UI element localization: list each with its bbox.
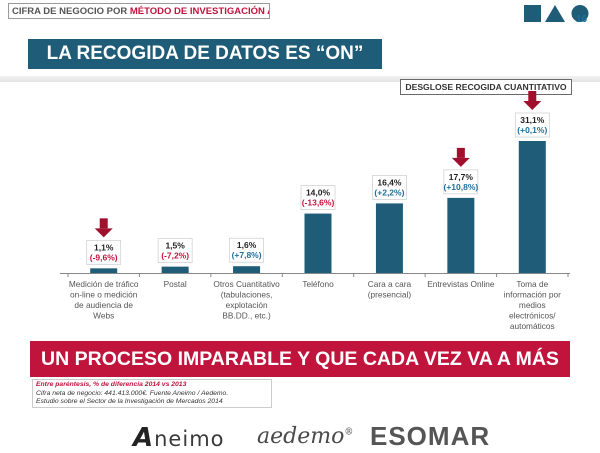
data-label: 16,4% — [377, 177, 402, 187]
category-label: Cara a cara (presencial) — [368, 279, 412, 300]
esomar-logo: ESOMAR — [370, 421, 491, 451]
section-header: CIFRA DE NEGOCIO POR MÉTODO DE INVESTIGA… — [8, 3, 270, 19]
aneimo-logo: Aneimo — [133, 423, 225, 453]
aedemo-logo: aedemo® — [257, 424, 353, 449]
bar-2 — [161, 266, 189, 273]
data-label-box — [514, 112, 550, 138]
change-label: (-9,6%) — [90, 252, 118, 262]
category-label: Otros Cuantitativo (tabulaciones, explotac… — [213, 279, 280, 321]
aedemo-logo-text: aedemo — [257, 424, 345, 449]
bar-4 — [304, 213, 332, 273]
page-number: 16 — [576, 14, 588, 25]
data-label: 14,0% — [306, 188, 331, 198]
change-label: (+0,1%) — [517, 125, 547, 135]
title-divider — [0, 76, 600, 82]
data-label-box — [300, 185, 336, 210]
section-header-highlight: MÉTODO DE INVESTIGACIÓN APLICADO — [129, 6, 269, 17]
section-header-prefix: CIFRA DE NEGOCIO POR — [12, 6, 130, 17]
data-label-box — [157, 238, 193, 263]
footnotes: Entre paréntesis, % de diferencia 2014 v… — [32, 379, 272, 408]
change-label: (-13,6%) — [302, 198, 335, 208]
change-label: (+7,8%) — [232, 250, 262, 260]
bar-3 — [233, 266, 261, 273]
data-label: 1,1% — [94, 242, 114, 252]
data-label: 1,5% — [165, 241, 185, 251]
triangle-icon — [545, 5, 565, 22]
footnote-2: Cifra neta de negocio: 441.413.000€. Fue… — [36, 389, 229, 397]
arrow-down-icon — [523, 91, 542, 110]
aedemo-logo-mark: ® — [344, 427, 354, 438]
footnote-3: Estudio sobre el Sector de la Investigac… — [36, 398, 223, 406]
data-label-box — [372, 175, 407, 200]
bar-chart: 1,1%(-9,6%) Medición de tráfico on-line o … — [60, 91, 570, 331]
category-label: Toma de información por medios electrónicos… — [504, 279, 561, 331]
category-label: Entrevistas Online — [427, 279, 495, 289]
data-label: 17,7% — [449, 172, 474, 182]
data-label: 31,1% — [520, 115, 545, 125]
arrow-down-icon — [94, 218, 113, 238]
logo-strip: Aneimo aedemo® ESOMAR — [0, 418, 600, 453]
data-label: 1,6% — [237, 240, 257, 250]
category-label: Teléfono — [302, 279, 334, 289]
bar-1 — [90, 268, 118, 273]
aneimo-logo-rest: neimo — [154, 427, 225, 451]
aneimo-logo-initial: A — [133, 423, 155, 453]
data-label-box — [86, 239, 122, 265]
arrow-down-icon — [451, 147, 470, 167]
bar-5 — [375, 203, 403, 273]
change-label: (+10,8%) — [443, 182, 478, 192]
category-label: Medición de tráfico on-line o medición de … — [69, 279, 139, 321]
bottom-banner: UN PROCESO IMPARABLE Y QUE CADA VEZ VA A… — [30, 341, 570, 377]
change-label: (-7,2%) — [161, 251, 189, 261]
footnote-1: Entre paréntesis, % de diferencia 2014 v… — [36, 381, 187, 388]
brand-shapes — [524, 5, 589, 22]
change-label: (+2,2%) — [374, 187, 404, 197]
category-label: Postal — [164, 279, 187, 289]
page-title: LA RECOGIDA DE DATOS ES “ON” — [28, 39, 382, 69]
data-label-box — [443, 169, 479, 195]
data-label-box — [229, 237, 264, 263]
square-icon — [524, 5, 541, 22]
bar-7 — [518, 141, 546, 273]
bar-6 — [447, 197, 475, 273]
circle-icon — [571, 5, 589, 22]
